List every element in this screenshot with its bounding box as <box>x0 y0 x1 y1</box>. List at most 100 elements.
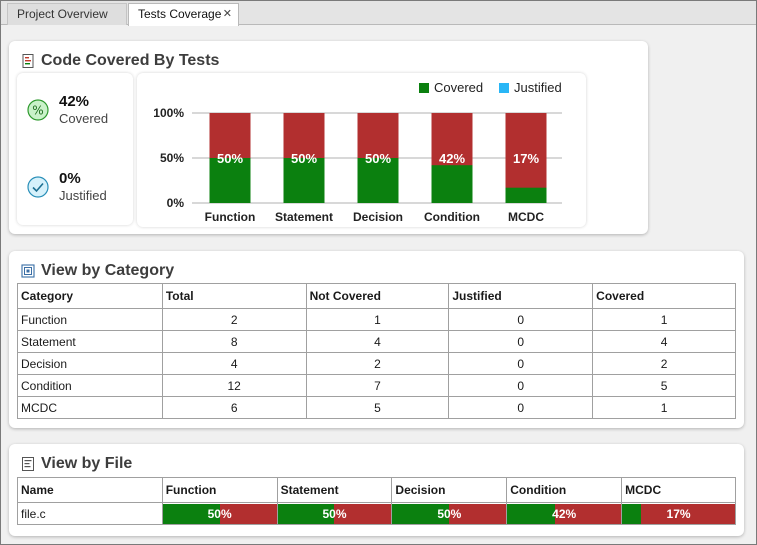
table-cell: 4 <box>305 330 450 353</box>
panel-title: View by File <box>21 455 132 473</box>
column-header[interactable]: Category <box>17 283 163 309</box>
panel-title: Code Covered By Tests <box>21 52 219 70</box>
table-cell: 1 <box>592 396 736 419</box>
covered-label: Covered <box>59 111 109 126</box>
table-cell: Function <box>17 308 163 331</box>
table-cell: MCDC <box>17 396 163 419</box>
tab-bar: Project Overview Tests Coverage ✕ <box>1 1 756 26</box>
coverage-bar-cell: 17% <box>621 502 736 525</box>
bar-covered <box>431 165 473 203</box>
table-cell: 2 <box>161 308 307 331</box>
legend-label: Covered <box>434 80 483 95</box>
table-cell: 0 <box>448 330 594 353</box>
file-table: Name Function Statement Decision Condition MC… <box>17 477 736 525</box>
percent-circle-icon: % <box>27 99 49 121</box>
coverage-bar-label: 50% <box>207 506 232 521</box>
table-row[interactable]: Statement 8 4 0 4 <box>17 330 736 353</box>
bar-data-label: 50% <box>365 151 391 166</box>
coverage-bar-fill <box>162 503 220 524</box>
table-header-row: Category Total Not Covered Justified Covered <box>17 283 736 309</box>
bar-covered <box>357 158 399 203</box>
x-tick-label: Function <box>205 210 256 224</box>
table-row[interactable]: file.c 50% 50% 50% 42% 17% <box>17 502 736 525</box>
table-cell: 0 <box>448 352 594 375</box>
coverage-bar: 50% <box>162 503 277 524</box>
column-header[interactable]: Decision <box>391 477 508 503</box>
bar-covered <box>505 187 547 203</box>
column-header[interactable]: Not Covered <box>305 283 450 309</box>
check-circle-icon <box>27 176 49 198</box>
panel-title: View by Category <box>21 262 174 280</box>
justified-stat: 0% Justified <box>27 170 107 204</box>
table-cell: Condition <box>17 374 163 397</box>
file-title: View by File <box>41 455 133 472</box>
tab-label: Project Overview <box>17 7 108 21</box>
column-header[interactable]: Statement <box>276 477 393 503</box>
svg-text:%: % <box>32 104 43 118</box>
coverage-bar-fill <box>277 503 335 524</box>
x-tick-label: Statement <box>275 210 333 224</box>
table-row[interactable]: MCDC 6 5 0 1 <box>17 396 736 419</box>
coverage-bar: 42% <box>507 503 622 524</box>
coverage-bar-fill <box>507 503 556 524</box>
code-coverage-icon <box>22 54 34 68</box>
coverage-bar: 50% <box>277 503 392 524</box>
coverage-bar-label: 50% <box>322 506 347 521</box>
category-icon <box>21 264 35 278</box>
bar-data-label: 50% <box>291 151 317 166</box>
table-cell: Statement <box>17 330 163 353</box>
column-header[interactable]: Name <box>17 477 163 503</box>
coverage-bar-label: 42% <box>552 506 577 521</box>
table-cell: 6 <box>161 396 307 419</box>
table-cell: 7 <box>305 374 450 397</box>
view-by-category-panel: View by Category Category Total Not Covere… <box>9 251 744 428</box>
covered-stat: % 42% Covered <box>27 93 108 127</box>
coverage-bar-label: 50% <box>437 506 462 521</box>
coverage-bar: 50% <box>392 503 507 524</box>
bar-data-label: 50% <box>217 151 243 166</box>
column-header[interactable]: MCDC <box>621 477 736 503</box>
column-header[interactable]: Condition <box>506 477 623 503</box>
x-tick-label: MCDC <box>508 210 544 224</box>
table-cell: 1 <box>592 308 736 331</box>
coverage-bar-fill <box>392 503 450 524</box>
table-cell: 2 <box>592 352 736 375</box>
covered-value: 42% <box>59 93 90 110</box>
summary-title: Code Covered By Tests <box>41 52 220 69</box>
bar-covered <box>283 158 325 203</box>
bar-data-label: 42% <box>439 151 465 166</box>
table-cell: 1 <box>305 308 450 331</box>
coverage-bar-label: 17% <box>666 506 691 521</box>
table-row[interactable]: Condition 12 7 0 5 <box>17 374 736 397</box>
coverage-chart: Covered Justified 0% 50% 100% 50% Function 50% S… <box>153 80 562 224</box>
table-cell: Decision <box>17 352 163 375</box>
table-row[interactable]: Decision 4 2 0 2 <box>17 352 736 375</box>
column-header[interactable]: Total <box>161 283 307 309</box>
tab-project-overview[interactable]: Project Overview <box>7 3 127 25</box>
table-cell: 2 <box>305 352 450 375</box>
table-cell: 0 <box>448 396 594 419</box>
y-tick-label: 100% <box>153 106 184 120</box>
file-name[interactable]: file.c <box>17 502 163 525</box>
coverage-bar-cell: 50% <box>276 502 393 525</box>
bar-data-label: 17% <box>513 151 539 166</box>
table-cell: 8 <box>161 330 307 353</box>
bar-covered <box>209 158 251 203</box>
table-cell: 5 <box>305 396 450 419</box>
column-header[interactable]: Covered <box>592 283 736 309</box>
legend-swatch <box>419 83 429 93</box>
table-row[interactable]: Function 2 1 0 1 <box>17 308 736 331</box>
legend-label: Justified <box>514 80 562 95</box>
tab-tests-coverage[interactable]: Tests Coverage ✕ <box>128 3 239 26</box>
y-tick-label: 0% <box>167 196 185 210</box>
coverage-bar: 17% <box>622 503 735 524</box>
close-icon[interactable]: ✕ <box>222 8 232 20</box>
category-title: View by Category <box>41 262 175 279</box>
tab-label: Tests Coverage <box>138 7 222 21</box>
coverage-bar-cell: 50% <box>391 502 508 525</box>
column-header[interactable]: Function <box>161 477 278 503</box>
coverage-bar-cell: 42% <box>506 502 623 525</box>
column-header[interactable]: Justified <box>448 283 594 309</box>
file-list-icon <box>22 457 34 471</box>
